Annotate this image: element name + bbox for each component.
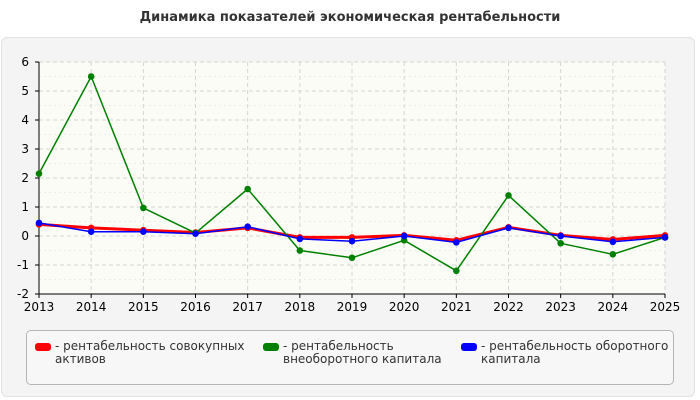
legend-label-line: - рентабельность xyxy=(283,339,394,353)
data-point-series-2 xyxy=(453,267,460,275)
data-point-series-3 xyxy=(400,232,408,240)
y-tick-label: 4 xyxy=(21,113,29,127)
y-tick-label: -2 xyxy=(17,287,29,301)
x-tick-label: 2023 xyxy=(545,300,576,314)
legend-label-line: - рентабельность оборотного xyxy=(481,339,669,353)
data-point-series-3 xyxy=(140,228,147,235)
x-tick-label: 2022 xyxy=(493,300,524,314)
y-tick-label: 1 xyxy=(21,200,29,214)
x-tick-label: 2015 xyxy=(128,300,159,314)
data-point-series-2 xyxy=(348,254,356,262)
data-point-series-2 xyxy=(35,170,43,177)
legend-label: - рентабельность оборотного капитала xyxy=(481,340,668,366)
legend-label: - рентабельность внеоборотного капитала xyxy=(283,340,442,366)
data-point-series-2 xyxy=(296,247,304,254)
legend-item-working-capital[interactable]: - рентабельность оборотного капитала xyxy=(461,340,668,366)
data-point-series-3 xyxy=(661,234,669,241)
data-point-series-3 xyxy=(35,219,43,227)
axes xyxy=(35,61,666,298)
data-point-series-2 xyxy=(557,239,564,247)
data-point-series-3 xyxy=(609,238,617,246)
legend-label-line: внеоборотного капитала xyxy=(283,352,442,366)
legend-swatch-red xyxy=(35,343,51,351)
y-tick-label: -1 xyxy=(17,258,29,272)
x-tick-label: 2017 xyxy=(232,300,263,314)
data-point-series-2 xyxy=(505,192,512,199)
legend-item-fixed-capital[interactable]: - рентабельность внеоборотного капитала xyxy=(263,340,442,366)
series-layer xyxy=(35,73,669,275)
x-tick-label: 2014 xyxy=(76,300,107,314)
data-point-series-2 xyxy=(609,250,617,258)
data-point-series-3 xyxy=(505,224,512,232)
data-point-series-2 xyxy=(87,73,95,80)
x-tick-label: 2024 xyxy=(598,300,629,314)
legend: - рентабельность совокупных активов - ре… xyxy=(26,330,674,385)
data-point-series-3 xyxy=(87,228,95,235)
data-point-series-3 xyxy=(192,230,199,237)
x-tick-label: 2021 xyxy=(441,300,472,314)
x-tick-label: 2016 xyxy=(180,300,211,314)
y-tick-label: 2 xyxy=(21,171,29,185)
data-point-series-3 xyxy=(244,223,251,231)
x-tick-label: 2019 xyxy=(337,300,368,314)
tick-labels: -2 -1 0 1 2 3 4 5 6 2013 2014 2015 2016 2017 2018 2019 2… xyxy=(17,55,680,314)
chart-title: Динамика показателей экономическая рента… xyxy=(139,10,561,25)
x-tick-label: 2025 xyxy=(650,300,681,314)
y-tick-label: 5 xyxy=(21,84,29,98)
x-tick-label: 2018 xyxy=(285,300,316,314)
y-tick-label: 3 xyxy=(21,142,29,156)
legend-label-line: - рентабельность совокупных xyxy=(55,339,245,353)
legend-swatch-green xyxy=(263,343,279,351)
data-point-series-3 xyxy=(453,239,460,246)
grid xyxy=(38,61,666,295)
legend-item-assets[interactable]: - рентабельность совокупных активов xyxy=(35,340,245,366)
legend-swatch-blue xyxy=(461,343,477,351)
data-point-series-3 xyxy=(557,232,564,240)
legend-label-line: капитала xyxy=(481,352,541,366)
legend-label: - рентабельность совокупных активов xyxy=(55,340,245,366)
y-tick-label: 0 xyxy=(21,229,29,243)
legend-label-line: активов xyxy=(55,352,106,366)
data-point-series-2 xyxy=(244,185,251,193)
data-point-series-3 xyxy=(348,237,356,245)
y-tick-label: 6 xyxy=(21,55,29,69)
data-point-series-3 xyxy=(296,235,304,243)
x-tick-label: 2013 xyxy=(24,300,55,314)
data-point-series-2 xyxy=(140,204,147,212)
x-tick-label: 2020 xyxy=(389,300,420,314)
